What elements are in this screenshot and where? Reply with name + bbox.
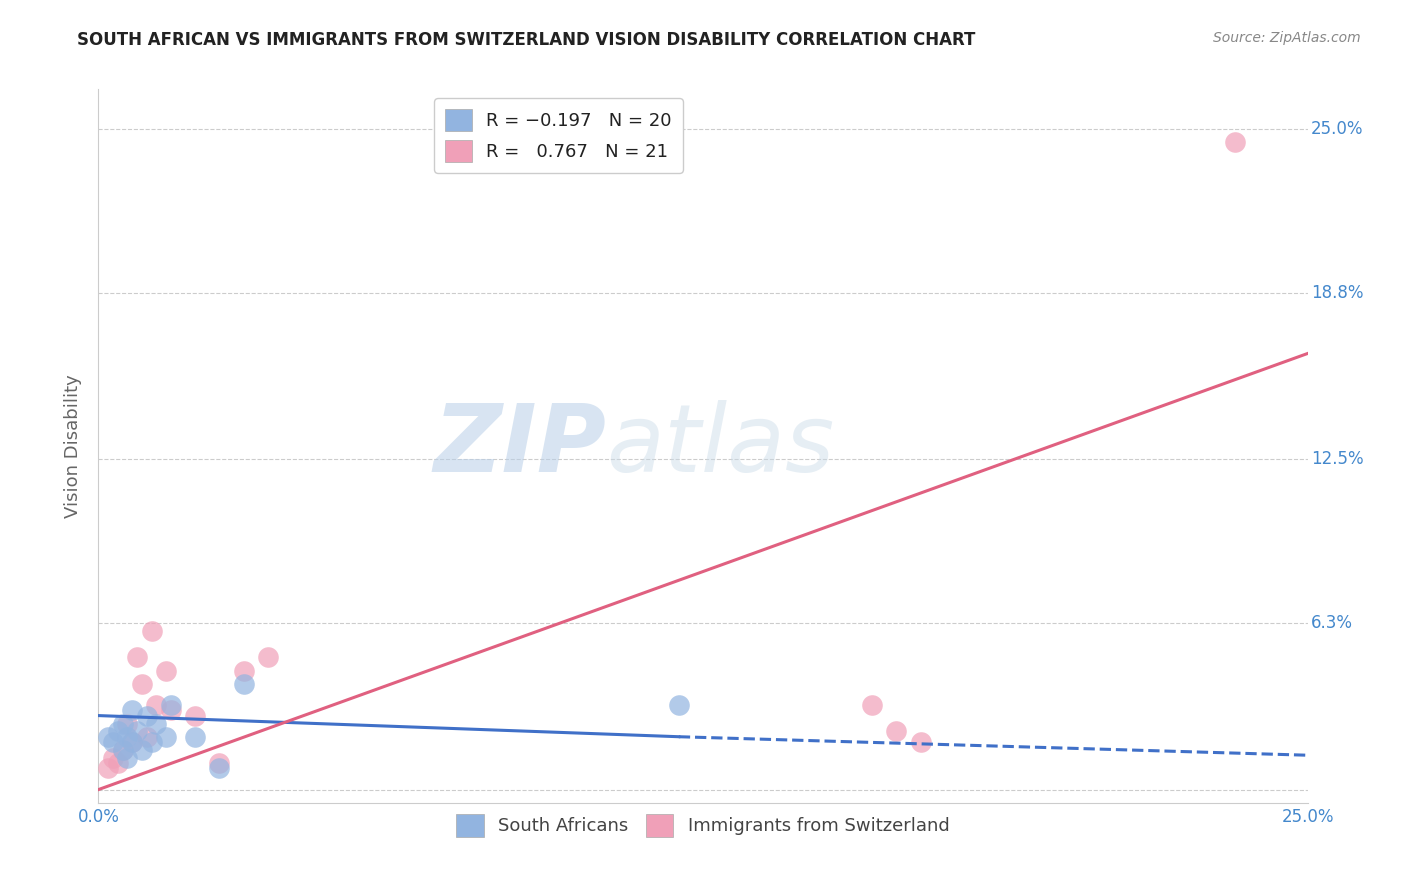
Point bbox=[1223, 135, 1246, 149]
Point bbox=[121, 735, 143, 749]
Point bbox=[117, 716, 139, 731]
Text: 25.0%: 25.0% bbox=[1312, 120, 1364, 138]
Point bbox=[135, 708, 157, 723]
Point bbox=[208, 756, 231, 771]
Point bbox=[232, 664, 254, 678]
Point bbox=[141, 735, 163, 749]
Point bbox=[141, 624, 163, 638]
Point bbox=[121, 703, 143, 717]
Point bbox=[117, 751, 139, 765]
Point bbox=[101, 751, 124, 765]
Point bbox=[256, 650, 278, 665]
Text: SOUTH AFRICAN VS IMMIGRANTS FROM SWITZERLAND VISION DISABILITY CORRELATION CHART: SOUTH AFRICAN VS IMMIGRANTS FROM SWITZER… bbox=[77, 31, 976, 49]
Point bbox=[160, 703, 183, 717]
Point bbox=[232, 677, 254, 691]
Point bbox=[145, 716, 167, 731]
Point bbox=[145, 698, 167, 712]
Y-axis label: Vision Disability: Vision Disability bbox=[65, 374, 83, 518]
Point bbox=[155, 664, 177, 678]
Text: 12.5%: 12.5% bbox=[1312, 450, 1364, 468]
Point bbox=[111, 743, 134, 757]
Text: 18.8%: 18.8% bbox=[1312, 284, 1364, 301]
Point bbox=[117, 730, 139, 744]
Point bbox=[97, 761, 120, 775]
Point bbox=[184, 730, 207, 744]
Text: atlas: atlas bbox=[606, 401, 835, 491]
Point bbox=[860, 698, 883, 712]
Point bbox=[121, 735, 143, 749]
Point bbox=[668, 698, 690, 712]
Point bbox=[127, 650, 149, 665]
Text: 6.3%: 6.3% bbox=[1312, 614, 1353, 632]
Point bbox=[131, 743, 153, 757]
Text: Source: ZipAtlas.com: Source: ZipAtlas.com bbox=[1213, 31, 1361, 45]
Point bbox=[107, 756, 129, 771]
Point bbox=[135, 730, 157, 744]
Point bbox=[910, 735, 932, 749]
Point bbox=[131, 677, 153, 691]
Point bbox=[184, 708, 207, 723]
Point bbox=[101, 735, 124, 749]
Point bbox=[208, 761, 231, 775]
Point bbox=[886, 724, 908, 739]
Point bbox=[111, 743, 134, 757]
Legend: South Africans, Immigrants from Switzerland: South Africans, Immigrants from Switzerl… bbox=[450, 807, 956, 844]
Text: ZIP: ZIP bbox=[433, 400, 606, 492]
Point bbox=[107, 724, 129, 739]
Point bbox=[97, 730, 120, 744]
Point bbox=[160, 698, 183, 712]
Point bbox=[155, 730, 177, 744]
Point bbox=[127, 724, 149, 739]
Point bbox=[111, 716, 134, 731]
